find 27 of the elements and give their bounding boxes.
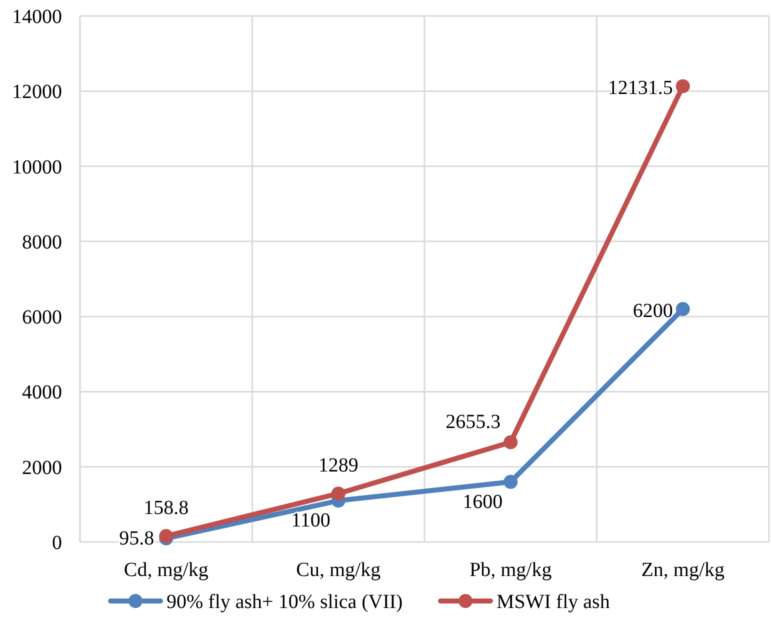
point — [504, 435, 518, 450]
y-tick-label: 12000 — [12, 81, 62, 104]
y-tick-label: 6000 — [22, 306, 62, 329]
y-tick-label: 10000 — [12, 156, 62, 178]
point — [676, 302, 690, 316]
y-tick-label: 0 — [52, 532, 62, 554]
data-label: 1600 — [462, 490, 503, 513]
x-tick-label: Zn, mg/kg — [641, 559, 725, 581]
data-label: 1289 — [318, 454, 358, 477]
legend-label: MSWI fly ash — [496, 591, 610, 613]
y-tick-label: 14000 — [12, 6, 62, 28]
y-tick-label: 2000 — [22, 456, 62, 479]
legend-label: 90% fly ash+ 10% slica (VII) — [166, 591, 403, 613]
point — [676, 79, 690, 94]
data-label: 12131.5 — [608, 77, 673, 100]
data-label: 158.8 — [144, 497, 189, 520]
point — [331, 486, 346, 501]
x-tick-label: Cu, mg/kg — [296, 559, 381, 581]
x-tick-label: Pb, mg/kg — [470, 559, 552, 581]
data-label: 1100 — [291, 510, 330, 532]
data-label: 6200 — [632, 300, 673, 322]
x-tick-label: Cd, mg/kg — [124, 559, 208, 581]
y-tick-label: 4000 — [22, 382, 62, 404]
data-label: 95.8 — [119, 527, 154, 550]
point — [504, 474, 518, 489]
y-tick-label: 8000 — [22, 231, 62, 254]
data-label: 2655.3 — [446, 411, 501, 434]
